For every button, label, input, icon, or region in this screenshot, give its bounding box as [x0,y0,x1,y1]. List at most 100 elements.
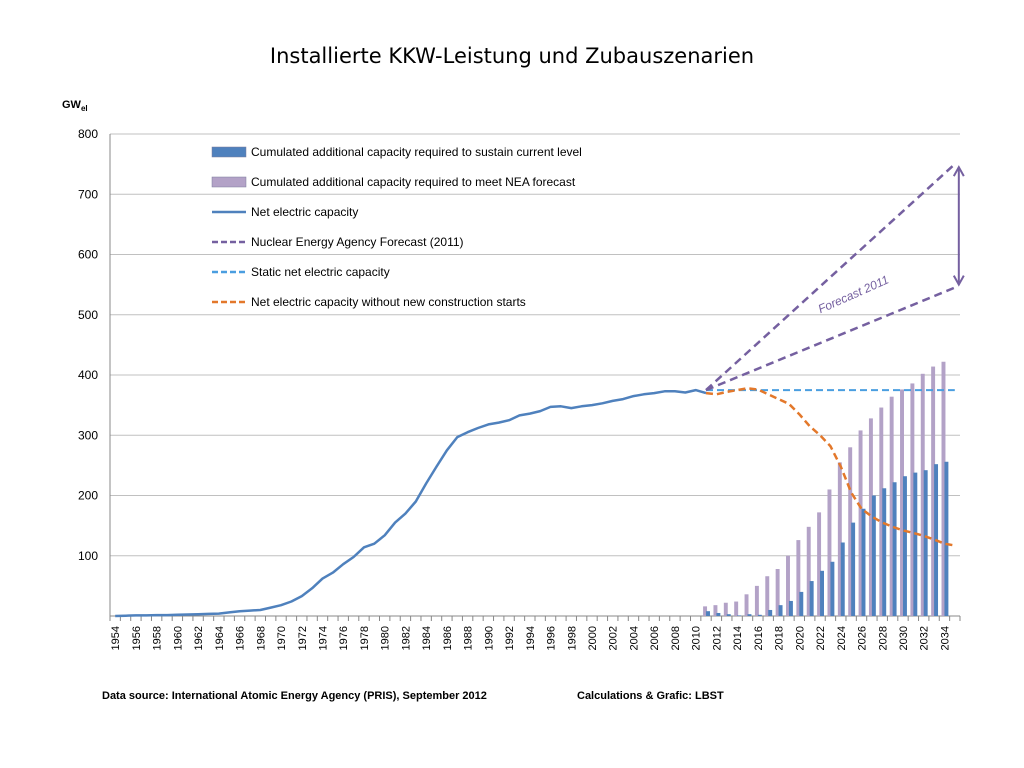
x-tick-label: 2018 [774,626,786,650]
legend-swatch-bar [211,146,247,158]
bar-nea-forecast [703,606,708,616]
bar-nea-forecast [941,361,946,616]
x-tick-label: 1970 [276,626,288,650]
bar-nea-forecast [806,526,811,616]
bar-nea-forecast [723,602,728,616]
bar-sustain-current-level [851,522,856,616]
bar-sustain-current-level [820,570,824,616]
bar-sustain-current-level [882,488,887,616]
legend-label: Cumulated additional capacity required t… [251,145,582,159]
bar-nea-forecast [889,396,894,616]
y-tick-label: 500 [78,308,98,322]
range-arrow-head-top [952,165,965,177]
bar-nea-forecast [734,601,739,616]
x-tick-label: 1962 [193,626,205,650]
data-source-note: Data source: International Atomic Energy… [102,690,487,702]
x-tick-label: 1960 [172,626,184,650]
x-tick-label: 1972 [297,626,309,650]
y-axis-label: GWel [62,99,88,113]
x-tick-label: 1964 [214,626,226,650]
bar-nea-forecast [858,430,863,616]
x-tick-label: 1998 [566,626,578,650]
x-tick-label: 2028 [877,626,889,650]
bar-nea-forecast [713,605,718,616]
x-tick-label: 2016 [753,626,765,650]
bar-sustain-current-level [840,542,845,616]
x-tick-label: 2014 [732,626,744,650]
x-tick-label: 1976 [338,626,350,650]
series-nea-forecast-high [705,163,956,392]
x-tick-label: 2000 [587,626,599,650]
bar-nea-forecast [900,389,904,616]
y-tick-label: 800 [78,127,98,141]
bar-nea-forecast [827,489,832,616]
bar-nea-forecast [796,540,801,616]
x-tick-label: 1958 [152,626,164,650]
bar-sustain-current-level [788,600,793,616]
series-net-electric-capacity [115,388,707,618]
legend-label: Net electric capacity [251,205,358,219]
x-tick-label: 1966 [235,626,247,650]
x-tick-label: 1982 [400,626,412,650]
bar-sustain-current-level [830,561,835,616]
bar-sustain-current-level [778,605,783,616]
x-tick-label: 2010 [691,626,703,650]
range-arrow-head-bottom [952,275,965,287]
bar-nea-forecast [817,512,822,616]
forecast-annotation: Forecast 2011 [816,273,891,317]
bar-sustain-current-level [716,612,721,616]
legend-label: Static net electric capacity [251,265,390,279]
bar-sustain-current-level [809,581,814,616]
x-tick-label: 1992 [504,626,516,650]
bar-nea-forecast [786,555,790,616]
bar-sustain-current-level [737,615,742,616]
x-tick-label: 1986 [442,626,454,650]
x-tick-label: 1978 [359,626,371,650]
bar-sustain-current-level [923,470,928,616]
bar-sustain-current-level [861,508,866,616]
x-tick-label: 2012 [711,626,723,650]
bar-nea-forecast [754,585,759,616]
x-tick-label: 1990 [483,626,495,650]
y-tick-label: 300 [78,428,98,442]
bar-nea-forecast [837,462,842,616]
y-tick-label: 100 [78,549,98,563]
x-tick-label: 2006 [649,626,661,650]
y-tick-label: 200 [78,489,98,503]
bar-nea-forecast [775,569,780,616]
x-tick-label: 2034 [939,626,951,650]
legend-label: Cumulated additional capacity required t… [251,175,576,189]
x-tick-label: 2026 [857,626,869,650]
legend-swatch-bar [211,176,247,188]
y-tick-label: 600 [78,248,98,262]
y-tick-label: 700 [78,187,98,201]
credit-note: Calculations & Grafic: LBST [577,690,724,702]
x-tick-label: 1968 [255,626,267,650]
bar-nea-forecast [879,407,884,616]
x-tick-label: 1984 [421,626,433,650]
bar-nea-forecast [744,594,749,616]
bar-sustain-current-level [892,482,897,616]
x-tick-label: 1988 [463,626,475,650]
x-tick-label: 2022 [815,626,827,650]
x-tick-label: 2030 [898,626,910,650]
x-tick-label: 2020 [794,626,806,650]
bar-sustain-current-level [871,495,876,616]
chart-title: Installierte KKW-Leistung und Zubauszena… [269,44,755,68]
x-tick-label: 2004 [628,626,640,650]
bar-nea-forecast [848,447,853,616]
bar-sustain-current-level [706,611,710,616]
y-axis-label-subscript: el [81,104,88,113]
series-no-new-construction [705,387,956,547]
x-tick-label: 2008 [670,626,682,650]
x-tick-label: 1994 [525,626,537,650]
bar-sustain-current-level [799,591,804,616]
y-tick-label: 400 [78,368,98,382]
bar-sustain-current-level [726,614,731,616]
x-tick-label: 1980 [380,626,392,650]
x-tick-label: 1996 [546,626,558,650]
x-tick-label: 1956 [131,626,143,650]
x-tick-label: 2002 [608,626,620,650]
bar-sustain-current-level [902,476,907,616]
